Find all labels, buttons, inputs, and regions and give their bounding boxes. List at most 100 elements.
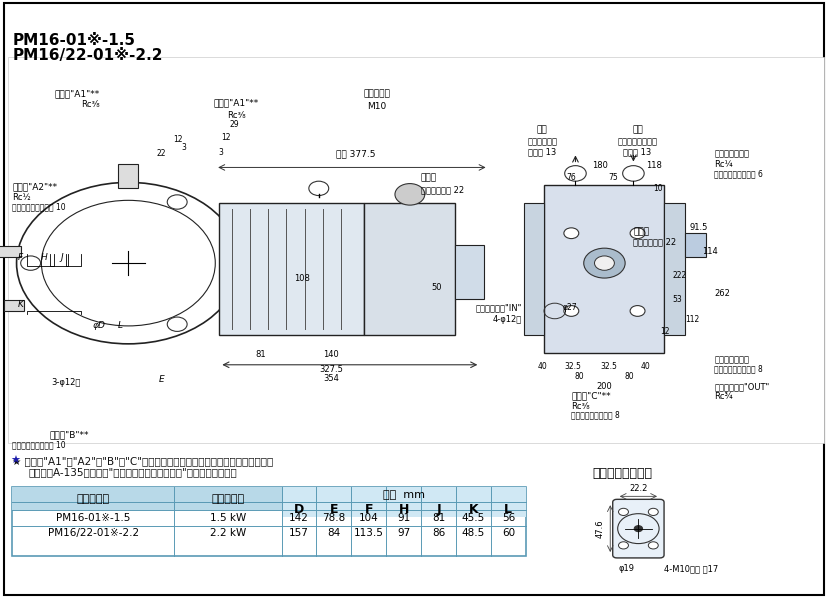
FancyBboxPatch shape [236, 215, 256, 311]
Text: 寸法  mm: 寸法 mm [382, 490, 424, 500]
Text: Rc³⁄₈: Rc³⁄₈ [81, 100, 99, 109]
Text: 4-φ12穴: 4-φ12穴 [492, 315, 521, 325]
Text: Rc½: Rc½ [12, 193, 31, 202]
FancyBboxPatch shape [4, 3, 823, 595]
Text: 180: 180 [591, 161, 608, 170]
FancyBboxPatch shape [316, 502, 351, 517]
Text: 75: 75 [607, 173, 617, 182]
Text: φ19: φ19 [618, 564, 633, 573]
Text: 圧力検出ポート: 圧力検出ポート [713, 150, 748, 158]
Text: 昇圧: 昇圧 [537, 126, 547, 135]
Text: 118: 118 [645, 161, 662, 170]
Text: 12: 12 [173, 135, 183, 144]
Text: 86: 86 [432, 529, 445, 538]
Text: K: K [17, 300, 24, 310]
Text: 40: 40 [640, 362, 650, 371]
Text: 91.5: 91.5 [688, 222, 707, 232]
FancyBboxPatch shape [12, 487, 174, 510]
Text: 50: 50 [431, 282, 441, 292]
Text: プラグ六角穴二面幅 6: プラグ六角穴二面幅 6 [713, 170, 762, 179]
Text: 22: 22 [156, 150, 166, 158]
Text: F: F [18, 252, 23, 262]
Circle shape [629, 306, 644, 316]
Text: 142: 142 [289, 513, 308, 523]
Text: 3: 3 [181, 144, 186, 152]
FancyBboxPatch shape [8, 57, 823, 443]
Text: 4-M10ね至 深17: 4-M10ね至 深17 [663, 564, 718, 573]
Text: 10: 10 [653, 184, 662, 193]
FancyBboxPatch shape [612, 499, 663, 558]
Text: H: H [41, 252, 47, 262]
FancyBboxPatch shape [219, 203, 364, 335]
Text: プラグ六角穴二面幅 10: プラグ六角穴二面幅 10 [12, 203, 66, 212]
Text: 262: 262 [713, 288, 729, 298]
Text: モデル番号: モデル番号 [76, 494, 110, 504]
Circle shape [394, 184, 424, 205]
Text: 吸込みポート"IN": 吸込みポート"IN" [475, 303, 521, 313]
FancyBboxPatch shape [456, 502, 490, 517]
Text: 354: 354 [323, 374, 339, 383]
Text: 2.2 kW: 2.2 kW [209, 529, 246, 538]
Text: 81: 81 [432, 513, 445, 523]
FancyBboxPatch shape [281, 502, 316, 517]
Text: Rc¾: Rc¾ [713, 392, 732, 401]
Text: 注油口: 注油口 [420, 173, 436, 182]
Text: 29: 29 [229, 120, 239, 129]
Text: φD: φD [93, 321, 106, 331]
FancyBboxPatch shape [174, 487, 281, 510]
Text: PM16/22-01※-2.2: PM16/22-01※-2.2 [47, 529, 139, 538]
Text: PM16-01※-1.5: PM16-01※-1.5 [12, 33, 136, 48]
FancyBboxPatch shape [543, 185, 663, 353]
Text: 3-φ12穴: 3-φ12穴 [51, 378, 81, 388]
Text: J: J [436, 504, 440, 516]
Text: 圧力調整ねじ: 圧力調整ねじ [527, 138, 557, 147]
Text: 157: 157 [289, 529, 308, 538]
FancyBboxPatch shape [118, 164, 138, 188]
Text: 注油口: 注油口 [633, 227, 648, 236]
Text: φ27: φ27 [562, 303, 577, 313]
Circle shape [629, 228, 644, 239]
Circle shape [21, 256, 41, 270]
Text: 80: 80 [574, 372, 584, 381]
Text: PM16-01※-1.5: PM16-01※-1.5 [56, 513, 130, 523]
Text: 32.5: 32.5 [564, 362, 581, 371]
Circle shape [618, 508, 628, 515]
Circle shape [167, 195, 187, 209]
Text: エア抜きポート: エア抜きポート [713, 356, 748, 365]
Text: ポート"A2"**: ポート"A2"** [12, 182, 57, 191]
Text: ★ ポート"A1"、"A2"、"B"、"C"は、据付け姿勢により使用区分が異なります。: ★ ポート"A1"、"A2"、"B"、"C"は、据付け姿勢により使用区分が異なり… [12, 456, 274, 466]
Text: Rc³⁄₈: Rc³⁄₈ [227, 111, 245, 120]
Text: Rc¼: Rc¼ [713, 160, 732, 169]
Text: ポート"A1"**: ポート"A1"** [213, 99, 258, 108]
Text: 1.5 kW: 1.5 kW [209, 513, 246, 523]
Circle shape [167, 317, 187, 331]
Text: ポート"B"**: ポート"B"** [50, 431, 89, 440]
Text: 56: 56 [501, 513, 514, 523]
Text: 84: 84 [327, 529, 340, 538]
Text: プラグ六角穴二面幅 8: プラグ六角穴二面幅 8 [713, 365, 762, 374]
Circle shape [563, 228, 578, 239]
Text: 80: 80 [624, 372, 633, 381]
Text: J: J [60, 252, 64, 262]
FancyBboxPatch shape [351, 502, 385, 517]
Text: 最大 377.5: 最大 377.5 [336, 150, 375, 158]
Text: 76: 76 [566, 173, 576, 182]
Text: プラグ二面幅 22: プラグ二面幅 22 [633, 237, 676, 246]
Text: 53: 53 [672, 294, 681, 304]
Text: 12: 12 [660, 327, 669, 337]
Text: 200: 200 [595, 382, 612, 390]
FancyBboxPatch shape [12, 487, 525, 556]
Text: 140: 140 [323, 350, 339, 359]
Text: 104: 104 [358, 513, 378, 523]
Text: 47.6: 47.6 [595, 519, 604, 538]
Circle shape [633, 526, 642, 532]
Text: 91: 91 [396, 513, 410, 523]
Text: D: D [294, 504, 304, 516]
FancyBboxPatch shape [490, 502, 525, 517]
Text: ポート"A1"**: ポート"A1"** [54, 90, 99, 99]
FancyBboxPatch shape [421, 502, 456, 517]
Text: 減少: 減少 [632, 126, 642, 135]
FancyBboxPatch shape [385, 502, 421, 517]
Circle shape [648, 542, 657, 549]
Text: 108: 108 [294, 273, 310, 283]
